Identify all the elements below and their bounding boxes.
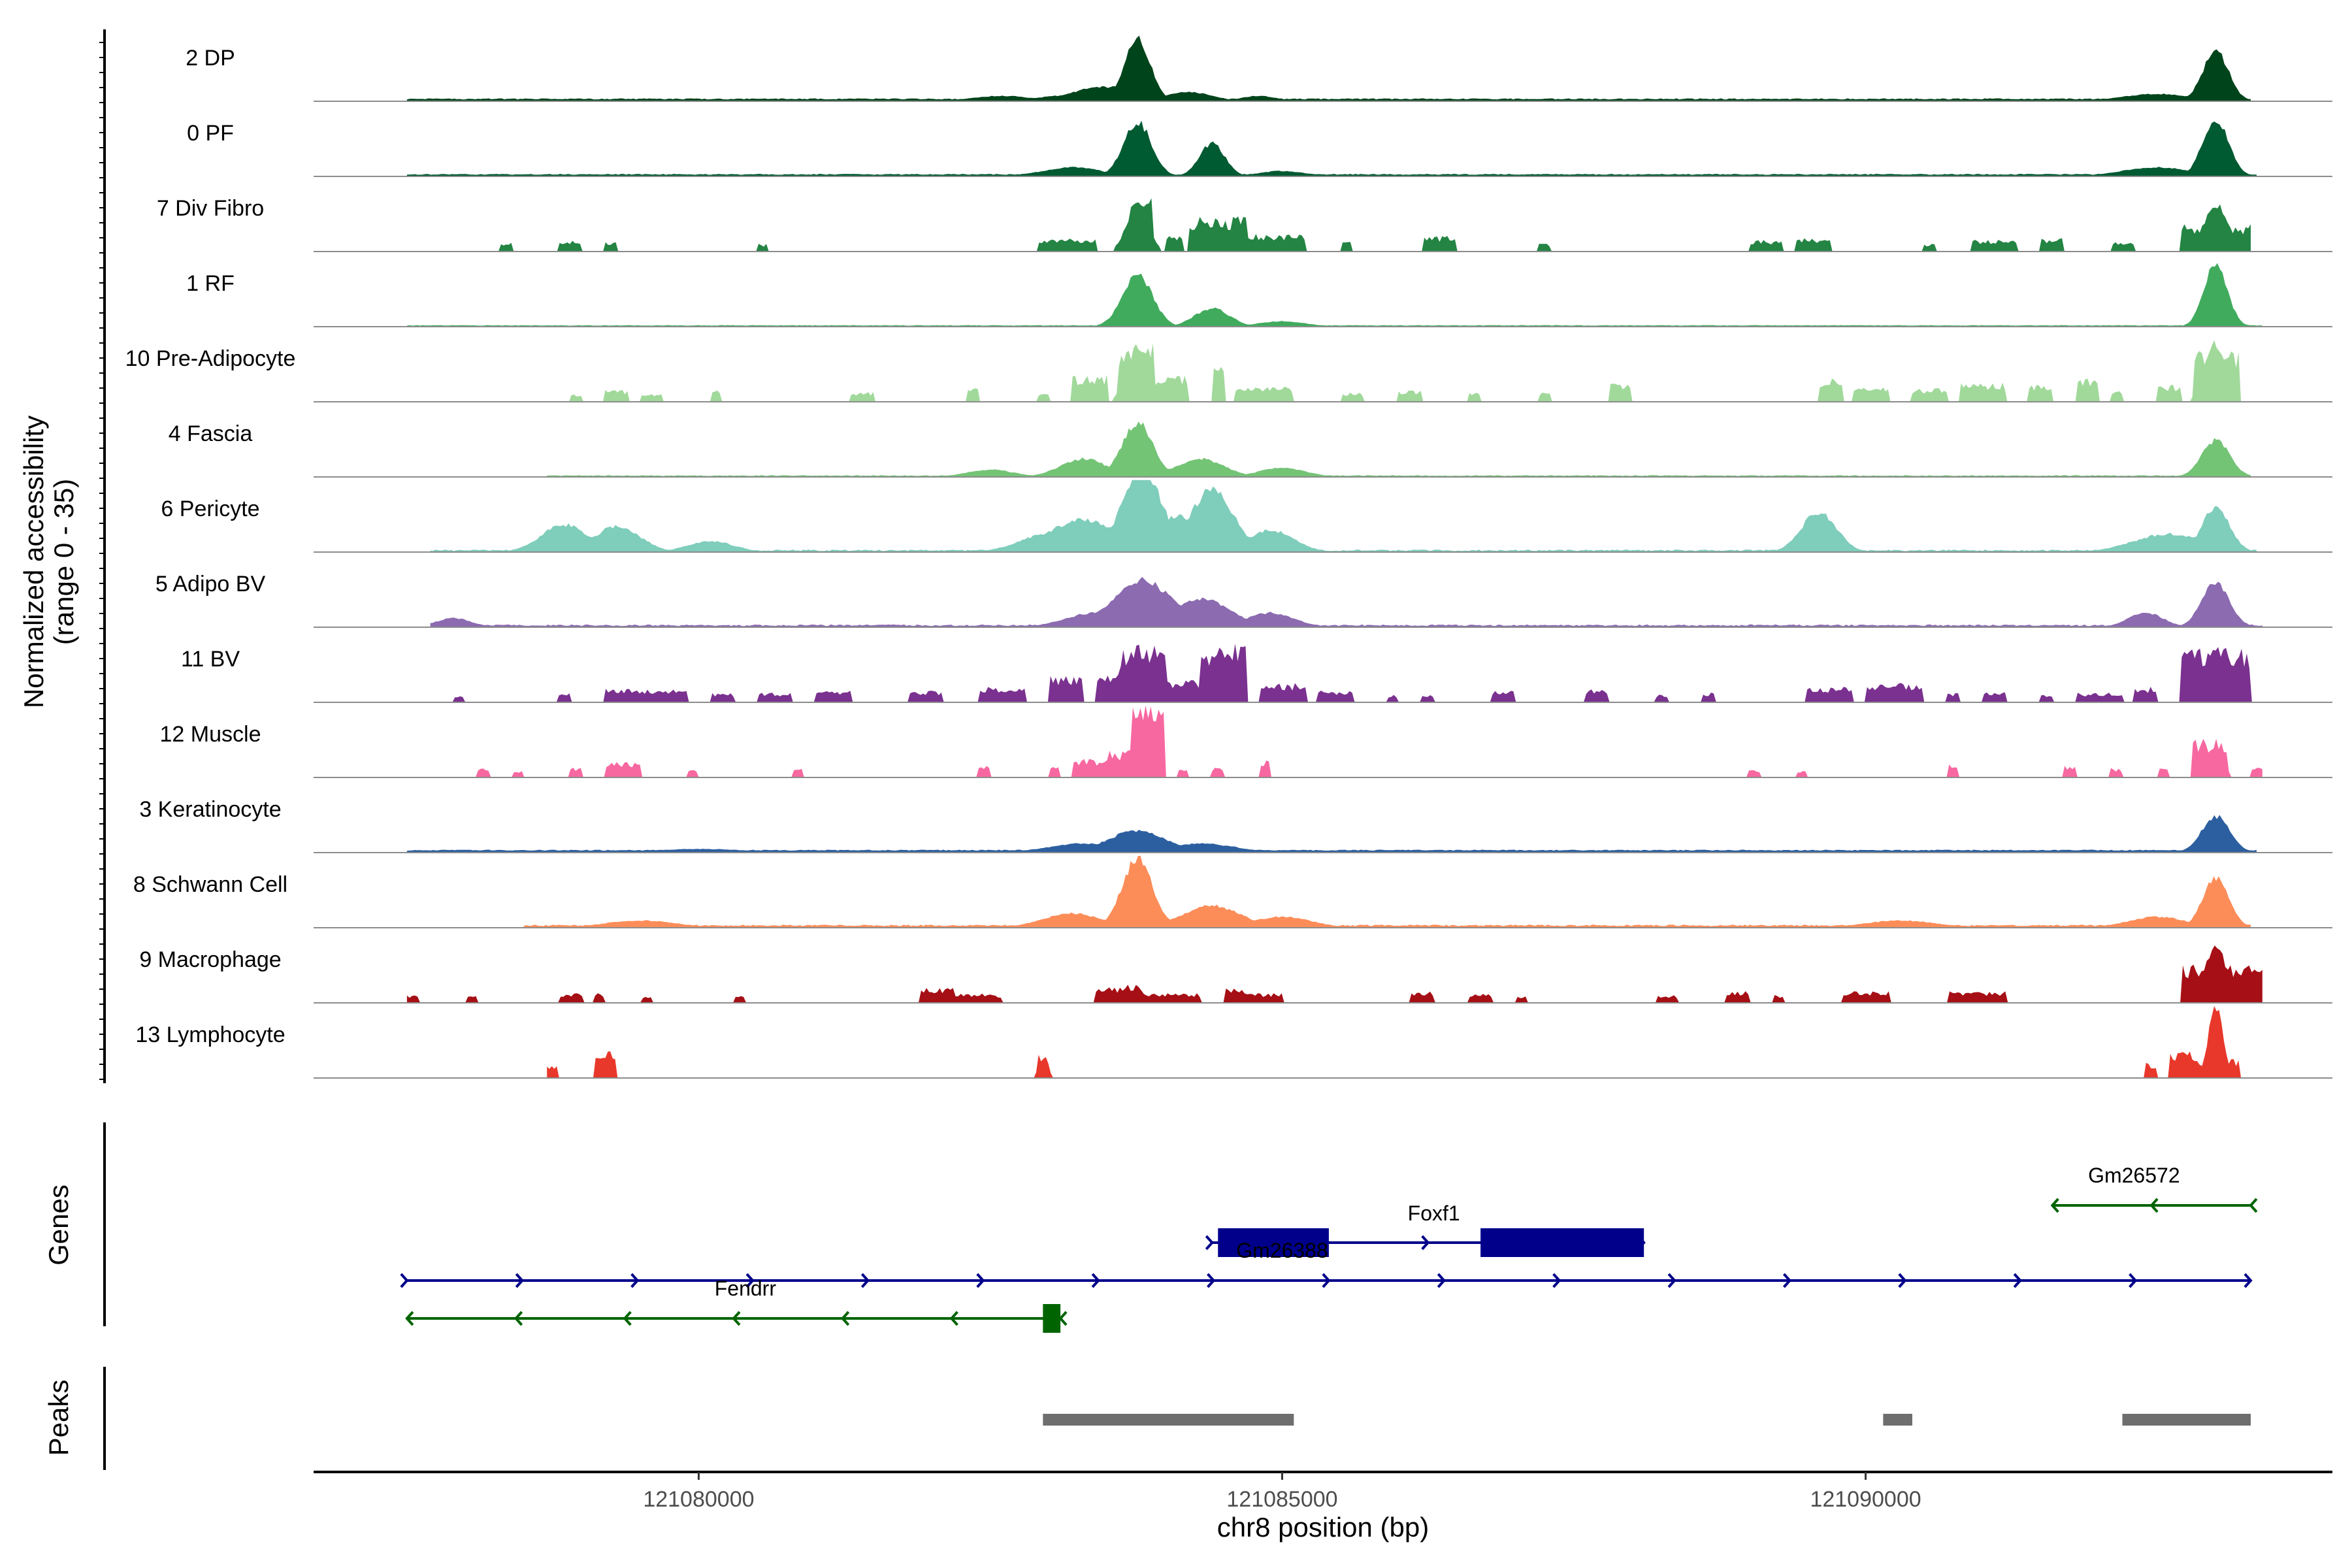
track-label: 4 Fascia: [169, 421, 253, 446]
strand-arrow: [515, 1273, 524, 1288]
track-label: 11 BV: [181, 647, 240, 672]
coverage-area: [406, 120, 2257, 176]
track-label: 13 Lymphocyte: [135, 1022, 285, 1047]
peak-region: [1043, 1414, 1294, 1426]
strand-arrow: [1437, 1273, 1446, 1288]
strand-arrow: [514, 1311, 523, 1326]
gene-label: Gm26388: [1236, 1239, 1328, 1262]
y-axis-subtitle: (range 0 - 35): [48, 479, 79, 645]
x-axis: 121080000 121085000 121090000: [314, 1471, 2332, 1512]
gene-exon: [1043, 1304, 1061, 1333]
gene-label: Gm26572: [2088, 1164, 2180, 1187]
strand-arrow: [1552, 1273, 1561, 1288]
coverage-area: [406, 35, 2251, 101]
coverage-area: [430, 480, 2257, 552]
coverage-area: [547, 1005, 2251, 1078]
y-axis: [99, 29, 106, 1083]
strand-arrow: [1058, 1311, 1068, 1326]
strand-arrow: [1421, 1235, 1430, 1250]
track-label: 3 Keratinocyte: [139, 797, 281, 822]
strand-arrow: [1205, 1235, 1215, 1250]
coverage-area: [430, 577, 2262, 627]
track-label: 2 DP: [186, 46, 235, 71]
strand-arrow: [1207, 1273, 1216, 1288]
coverage-area: [547, 421, 2251, 477]
strand-arrow: [630, 1273, 640, 1288]
gene-exon: [1480, 1228, 1644, 1257]
track-label: 12 Muscle: [160, 722, 261, 747]
gene-label: Fendrr: [715, 1277, 777, 1300]
strand-arrow: [732, 1311, 741, 1326]
peak-region: [2122, 1414, 2251, 1426]
coverage-area: [465, 198, 2251, 252]
track-label: 10 Pre-Adipocyte: [125, 346, 296, 371]
strand-arrow: [860, 1273, 870, 1288]
strand-arrow: [2050, 1198, 2059, 1213]
genes-panel-label: Genes: [43, 1184, 74, 1266]
track-label: 5 Adipo BV: [155, 572, 266, 596]
strand-arrow: [1322, 1273, 1331, 1288]
x-tick-label: 121085000: [1226, 1487, 1337, 1512]
coverage-area: [406, 263, 2262, 327]
peak-region: [1883, 1414, 1912, 1426]
strand-arrow: [1091, 1273, 1100, 1288]
peaks-panel-label: Peaks: [43, 1380, 74, 1456]
strand-arrow: [745, 1273, 755, 1288]
x-axis-title: chr8 position (bp): [1217, 1512, 1429, 1543]
track-label: 9 Macrophage: [139, 947, 281, 972]
coverage-tracks: 2 DP 0 PF 7 Div Fibro 1 RF 10 Pre-Adipocyte 4…: [125, 35, 2332, 1079]
genes-panel: Gm26572 Foxf1 Gm26388 Fendrr: [400, 1164, 2258, 1333]
gene-label: Foxf1: [1408, 1201, 1460, 1225]
track-label: 6 Pericyte: [161, 497, 259, 521]
strand-arrow: [1782, 1273, 1792, 1288]
x-tick-label: 121090000: [1810, 1487, 1921, 1512]
coverage-area: [406, 815, 2257, 853]
strand-arrow: [976, 1273, 985, 1288]
peaks-panel: [1043, 1414, 2251, 1426]
y-axis-title: Normalized accessibility: [18, 416, 49, 708]
strand-arrow: [400, 1273, 409, 1288]
strand-arrow: [949, 1311, 958, 1326]
coverage-area: [465, 705, 2262, 777]
track-label: 0 PF: [187, 121, 234, 146]
strand-arrow: [1667, 1273, 1676, 1288]
coverage-area: [523, 855, 2251, 928]
strand-arrow: [1898, 1273, 1907, 1288]
coverage-area: [442, 644, 2262, 702]
track-label: 1 RF: [186, 271, 235, 296]
strand-arrow: [841, 1311, 850, 1326]
track-label: 8 Schwann Cell: [133, 872, 287, 897]
strand-arrow: [623, 1311, 632, 1326]
x-tick-label: 121080000: [643, 1487, 754, 1512]
coverage-area: [406, 945, 2262, 1003]
coverage-area: [547, 340, 2251, 402]
strand-arrow: [2249, 1198, 2258, 1213]
track-label: 7 Div Fibro: [157, 196, 264, 221]
strand-arrow: [2129, 1273, 2138, 1288]
strand-arrow: [2149, 1198, 2159, 1213]
strand-arrow: [2244, 1273, 2253, 1288]
gene-exon: [1218, 1228, 1329, 1257]
strand-arrow: [2013, 1273, 2022, 1288]
strand-arrow: [405, 1311, 414, 1326]
